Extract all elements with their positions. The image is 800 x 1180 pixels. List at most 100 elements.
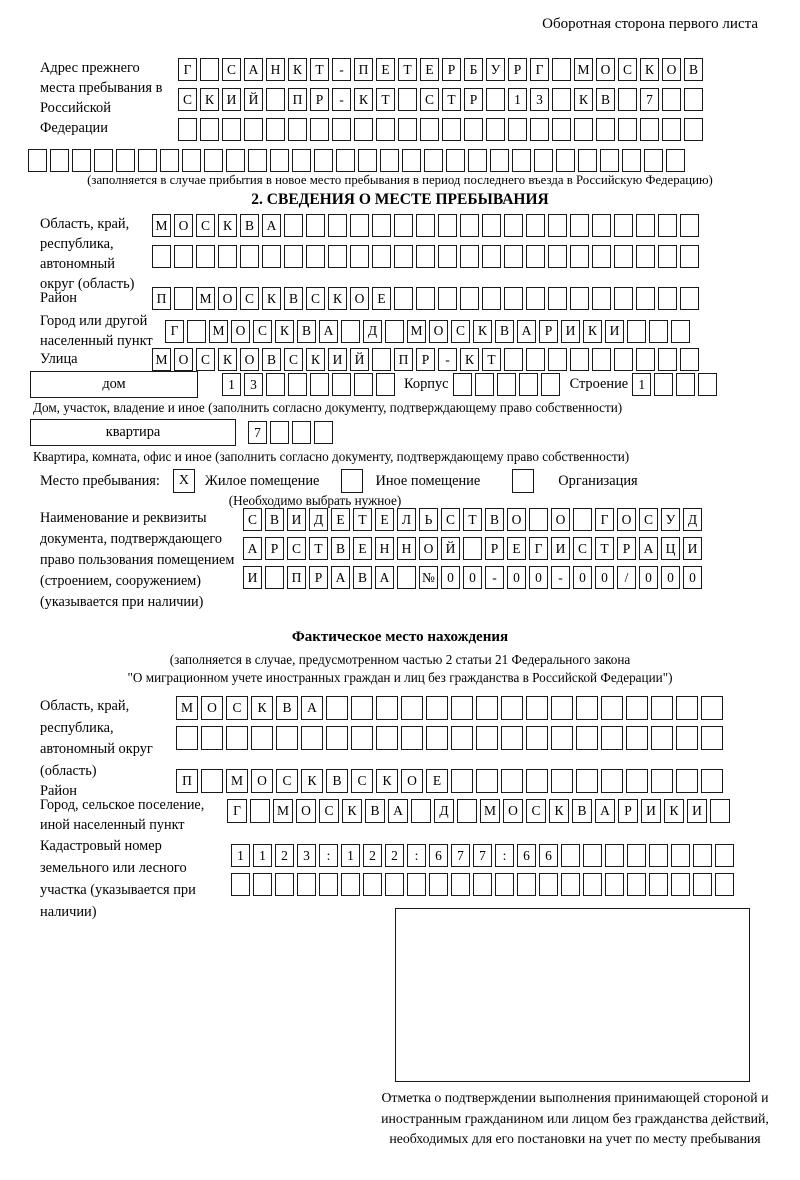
char-box[interactable] bbox=[671, 319, 690, 343]
char-box[interactable] bbox=[636, 245, 655, 268]
char-box[interactable]: : bbox=[495, 844, 514, 867]
char-box[interactable]: Й bbox=[244, 88, 263, 111]
char-box[interactable] bbox=[306, 214, 325, 237]
char-box[interactable] bbox=[583, 844, 602, 867]
char-box[interactable] bbox=[116, 149, 135, 172]
char-box[interactable]: А bbox=[243, 537, 262, 560]
char-box[interactable] bbox=[592, 245, 611, 268]
char-box[interactable] bbox=[495, 873, 514, 896]
char-box[interactable] bbox=[351, 726, 373, 750]
char-box[interactable]: Т bbox=[595, 537, 614, 560]
char-box[interactable] bbox=[426, 726, 448, 750]
char-box[interactable] bbox=[626, 726, 648, 750]
char-box[interactable] bbox=[314, 421, 333, 444]
char-box[interactable] bbox=[715, 844, 734, 867]
char-box[interactable]: А bbox=[262, 214, 281, 237]
char-box[interactable]: О bbox=[174, 348, 193, 371]
char-box[interactable]: О bbox=[503, 799, 523, 823]
char-box[interactable] bbox=[394, 245, 413, 268]
char-box[interactable] bbox=[288, 118, 307, 141]
char-box[interactable]: О bbox=[507, 508, 526, 531]
char-box[interactable] bbox=[473, 873, 492, 896]
char-box[interactable] bbox=[576, 696, 598, 720]
char-box[interactable]: 2 bbox=[275, 844, 294, 867]
char-box[interactable]: К bbox=[301, 769, 323, 793]
char-box[interactable] bbox=[310, 118, 329, 141]
char-box[interactable] bbox=[614, 287, 633, 310]
char-box[interactable] bbox=[701, 726, 723, 750]
char-box[interactable] bbox=[654, 373, 674, 396]
char-box[interactable] bbox=[319, 873, 338, 896]
char-box[interactable] bbox=[376, 118, 395, 141]
char-box[interactable] bbox=[556, 149, 575, 172]
char-box[interactable] bbox=[438, 214, 457, 237]
char-box[interactable]: 6 bbox=[429, 844, 448, 867]
char-box[interactable] bbox=[662, 88, 681, 111]
char-box[interactable] bbox=[684, 118, 703, 141]
char-box[interactable]: И bbox=[551, 537, 570, 560]
char-box[interactable] bbox=[501, 696, 523, 720]
char-box[interactable]: - bbox=[438, 348, 457, 371]
char-box[interactable]: О bbox=[218, 287, 237, 310]
char-box[interactable] bbox=[438, 245, 457, 268]
char-box[interactable] bbox=[561, 873, 580, 896]
char-box[interactable]: В bbox=[240, 214, 259, 237]
char-box[interactable] bbox=[363, 873, 382, 896]
char-box[interactable]: М bbox=[152, 348, 171, 371]
char-box[interactable] bbox=[676, 373, 696, 396]
char-box[interactable] bbox=[275, 873, 294, 896]
char-box[interactable] bbox=[592, 214, 611, 237]
char-box[interactable] bbox=[658, 214, 677, 237]
char-box[interactable]: В bbox=[331, 537, 350, 560]
char-box[interactable]: 7 bbox=[248, 421, 267, 444]
char-box[interactable] bbox=[476, 726, 498, 750]
char-box[interactable]: Г bbox=[178, 58, 197, 81]
char-box[interactable] bbox=[292, 421, 311, 444]
char-box[interactable] bbox=[526, 726, 548, 750]
char-box[interactable] bbox=[457, 799, 477, 823]
char-box[interactable] bbox=[551, 696, 573, 720]
char-box[interactable] bbox=[601, 726, 623, 750]
char-box[interactable] bbox=[253, 873, 272, 896]
char-box[interactable]: Г bbox=[595, 508, 614, 531]
char-box[interactable]: / bbox=[617, 566, 636, 589]
char-box[interactable] bbox=[578, 149, 597, 172]
char-box[interactable] bbox=[548, 348, 567, 371]
char-box[interactable]: К bbox=[218, 214, 237, 237]
char-box[interactable]: М bbox=[407, 319, 426, 343]
char-box[interactable] bbox=[424, 149, 443, 172]
char-box[interactable] bbox=[658, 245, 677, 268]
char-box[interactable] bbox=[50, 149, 69, 172]
char-box[interactable] bbox=[341, 873, 360, 896]
char-box[interactable]: Г bbox=[227, 799, 247, 823]
char-box[interactable] bbox=[614, 245, 633, 268]
char-box[interactable]: А bbox=[517, 319, 536, 343]
char-box[interactable] bbox=[605, 844, 624, 867]
char-box[interactable] bbox=[310, 373, 329, 396]
char-box[interactable] bbox=[446, 149, 465, 172]
char-box[interactable]: Т bbox=[376, 88, 395, 111]
char-box[interactable]: Т bbox=[482, 348, 501, 371]
char-box[interactable]: Е bbox=[331, 508, 350, 531]
char-box[interactable] bbox=[270, 149, 289, 172]
char-box[interactable]: Р bbox=[539, 319, 558, 343]
char-box[interactable]: - bbox=[332, 58, 351, 81]
char-box[interactable]: 0 bbox=[529, 566, 548, 589]
char-box[interactable] bbox=[474, 373, 494, 396]
char-box[interactable] bbox=[276, 726, 298, 750]
char-box[interactable] bbox=[649, 873, 668, 896]
char-box[interactable] bbox=[574, 118, 593, 141]
char-box[interactable]: Р bbox=[464, 88, 483, 111]
char-box[interactable] bbox=[548, 287, 567, 310]
char-box[interactable]: 7 bbox=[451, 844, 470, 867]
char-box[interactable]: С bbox=[618, 58, 637, 81]
char-box[interactable]: В bbox=[485, 508, 504, 531]
char-box[interactable]: В bbox=[265, 508, 284, 531]
char-box[interactable] bbox=[394, 287, 413, 310]
char-box[interactable] bbox=[178, 118, 197, 141]
char-box[interactable] bbox=[351, 696, 373, 720]
char-box[interactable]: Д bbox=[363, 319, 382, 343]
char-box[interactable] bbox=[176, 726, 198, 750]
char-box[interactable] bbox=[416, 287, 435, 310]
char-box[interactable]: К bbox=[342, 799, 362, 823]
